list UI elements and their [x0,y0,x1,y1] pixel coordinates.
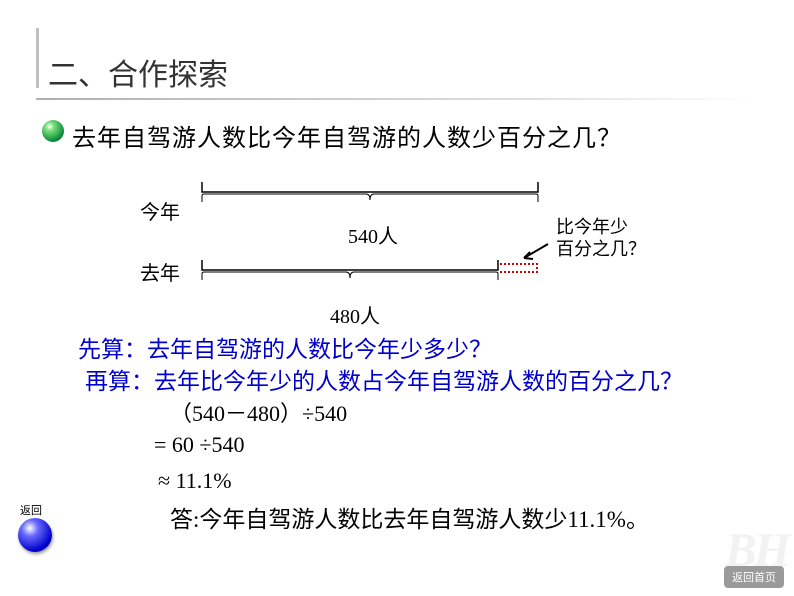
compare-line1: 比今年少 [556,217,628,237]
bullet-sphere-icon [42,120,64,142]
bracket-last-year [200,258,500,303]
compare-label: 比今年少 百分之几？ [556,216,646,260]
step-1: 先算：去年自驾游的人数比今年少多少？ [78,330,492,364]
back-label: 返回 [20,502,42,518]
this-year-label: 今年 [140,196,180,225]
home-button[interactable]: 返回首页 [724,566,784,588]
header-accent-bar [36,28,39,88]
difference-dash [500,263,538,273]
this-year-value: 540人 [348,220,398,249]
bracket-this-year [200,180,540,225]
compare-line2: 百分之几？ [556,239,646,259]
calc-line-1: （540－480）÷540 [170,396,347,428]
main-question: 去年自驾游人数比今年自驾游的人数少百分之几？ [72,118,622,153]
answer-line: 答:今年自驾游人数比去年自驾游人数少11.1%。 [170,500,649,534]
last-year-label: 去年 [140,257,180,286]
back-button[interactable] [18,518,52,552]
calc-line-2: = 60 ÷540 [154,432,244,458]
arrow-icon [520,242,550,262]
calc-line-3: ≈ 11.1% [158,468,232,494]
header-underline [36,98,756,100]
step-2: 再算：去年比今年少的人数占今年自驾游人数的百分之几？ [85,362,683,396]
last-year-value: 480人 [330,300,380,329]
section-title: 二、合作探索 [48,50,228,94]
